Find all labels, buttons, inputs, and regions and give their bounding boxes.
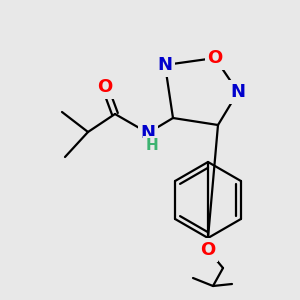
Text: N: N [158,56,172,74]
Text: N: N [140,124,155,142]
Text: H: H [146,139,158,154]
Text: O: O [98,78,112,96]
Text: O: O [207,49,223,67]
Text: N: N [230,83,245,101]
Text: O: O [200,241,216,259]
